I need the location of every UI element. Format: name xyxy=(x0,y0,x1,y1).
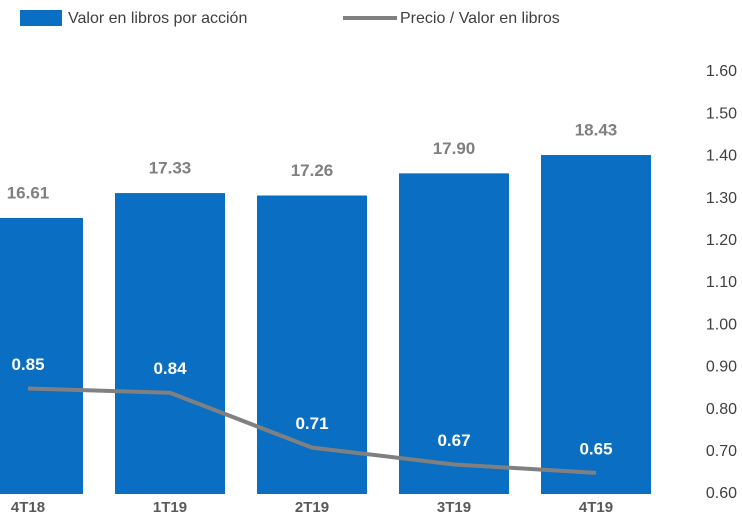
line-value-label: 0.84 xyxy=(153,359,187,378)
line-value-label: 0.71 xyxy=(295,414,328,433)
y2-tick-label: 1.60 xyxy=(706,63,737,80)
y2-tick-label: 0.70 xyxy=(706,443,737,460)
x-tick-label: 2T19 xyxy=(295,499,329,516)
bar xyxy=(399,173,509,494)
line-value-label: 0.85 xyxy=(11,355,44,374)
legend-swatch xyxy=(20,10,62,26)
x-tick-label: 3T19 xyxy=(437,499,471,516)
line-value-label: 0.67 xyxy=(437,431,470,450)
line-value-label: 0.65 xyxy=(579,439,612,458)
y2-tick-label: 1.10 xyxy=(706,274,737,291)
line xyxy=(27,386,597,475)
bar-value-label: 17.90 xyxy=(433,139,476,158)
y2-tick-label: 1.00 xyxy=(706,316,737,333)
y2-tick-label: 0.80 xyxy=(706,401,737,418)
bar-value-label: 16.61 xyxy=(7,183,50,202)
bar xyxy=(115,193,225,495)
bar-value-label: 18.43 xyxy=(575,121,618,140)
y2-tick-label: 0.90 xyxy=(706,359,737,376)
y2-tick-label: 1.50 xyxy=(706,105,737,122)
bar-value-label: 17.33 xyxy=(149,159,192,178)
x-tick-label: 4T18 xyxy=(11,499,45,516)
bar xyxy=(0,217,83,494)
y2-tick-label: 1.40 xyxy=(706,148,737,165)
bar-value-label: 17.26 xyxy=(291,161,334,180)
bar xyxy=(257,195,367,495)
y2-tick-label: 0.60 xyxy=(706,485,737,502)
y2-tick-label: 1.20 xyxy=(706,232,737,249)
y2-tick-label: 1.30 xyxy=(706,190,737,207)
x-tick-label: 4T19 xyxy=(579,499,613,516)
legend-label: Valor en libros por acción xyxy=(68,10,247,27)
x-tick-label: 1T19 xyxy=(153,499,187,516)
bar xyxy=(541,155,651,494)
legend-label: Precio / Valor en libros xyxy=(400,10,560,27)
